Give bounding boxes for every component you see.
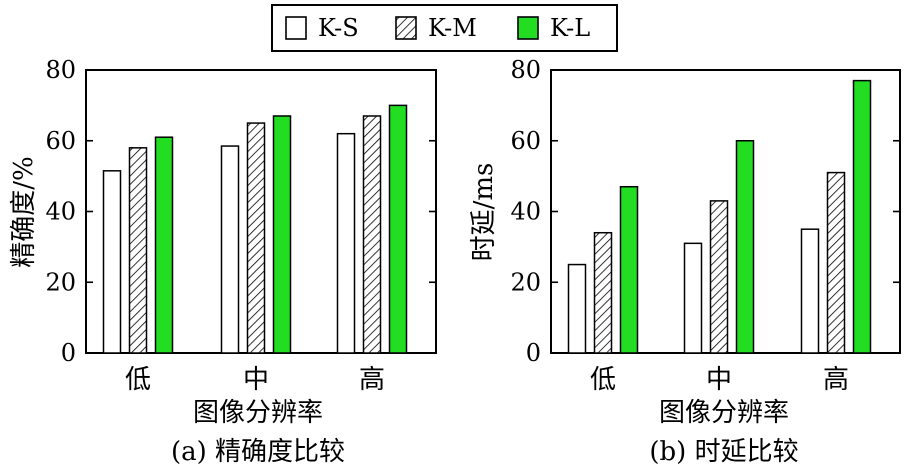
bar-k-m-1 bbox=[246, 122, 266, 354]
bar-k-m-0 bbox=[593, 231, 613, 354]
legend-label-k-s: K-S bbox=[318, 14, 359, 42]
y-tick-label: 0 bbox=[526, 339, 541, 367]
y-tick-label: 80 bbox=[45, 56, 76, 84]
x-tick-label: 高 bbox=[823, 365, 849, 395]
y-tick-label: 80 bbox=[510, 56, 541, 84]
y-tick-label: 60 bbox=[510, 127, 541, 155]
legend-swatch-k-l bbox=[517, 16, 539, 40]
y-tick-label: 20 bbox=[45, 268, 76, 296]
bar-k-s-2 bbox=[800, 228, 820, 354]
legend-swatch-k-s bbox=[285, 16, 307, 40]
legend-label-k-m: K-M bbox=[428, 14, 477, 42]
bar-k-l-2 bbox=[388, 104, 408, 354]
bar-k-m-0 bbox=[128, 147, 148, 354]
legend-box bbox=[271, 4, 618, 52]
bar-k-m-2 bbox=[362, 115, 382, 354]
bar-k-s-2 bbox=[336, 132, 356, 354]
y-tick-label: 60 bbox=[45, 127, 76, 155]
x-tick-label: 低 bbox=[590, 365, 616, 395]
chart-panel-accuracy: 0 20 40 60 80 低 中 高 精确度/% 图像分辨率 (a) 精确度比较 bbox=[9, 56, 437, 467]
bar-k-s-0 bbox=[102, 170, 122, 354]
bar-k-s-0 bbox=[567, 263, 587, 354]
x-tick-label: 中 bbox=[243, 365, 269, 395]
y-tick-label: 40 bbox=[45, 198, 76, 226]
bar-k-l-2 bbox=[852, 79, 872, 354]
y-tick-label: 0 bbox=[61, 339, 76, 367]
chart-panel-latency: 0 20 40 60 80 低 中 高 时延/ms 图像分辨率 (b) 时延比较 bbox=[469, 56, 901, 467]
bar-k-l-1 bbox=[735, 140, 755, 354]
bar-k-m-2 bbox=[826, 171, 846, 354]
y-axis-label: 精确度/% bbox=[9, 156, 39, 267]
x-tick-label: 中 bbox=[706, 365, 732, 395]
bar-k-s-1 bbox=[683, 242, 703, 354]
bar-k-s-1 bbox=[220, 145, 240, 354]
y-tick-label: 20 bbox=[510, 268, 541, 296]
legend-label-k-l: K-L bbox=[550, 14, 590, 42]
x-tick-label: 低 bbox=[125, 365, 151, 395]
bar-k-m-1 bbox=[709, 200, 729, 354]
x-axis-label: 图像分辨率 bbox=[659, 398, 789, 428]
bar-k-l-1 bbox=[272, 115, 292, 354]
x-tick-label: 高 bbox=[359, 365, 385, 395]
bar-k-l-0 bbox=[154, 136, 174, 354]
caption: (a) 精确度比较 bbox=[171, 437, 345, 467]
bar-k-l-0 bbox=[619, 185, 639, 354]
caption: (b) 时延比较 bbox=[649, 437, 798, 467]
legend: K-S K-M K-L bbox=[271, 4, 618, 52]
x-axis-label: 图像分辨率 bbox=[193, 398, 323, 428]
legend-swatch-k-m bbox=[395, 16, 417, 40]
y-axis-label: 时延/ms bbox=[469, 163, 499, 262]
y-tick-label: 40 bbox=[510, 198, 541, 226]
